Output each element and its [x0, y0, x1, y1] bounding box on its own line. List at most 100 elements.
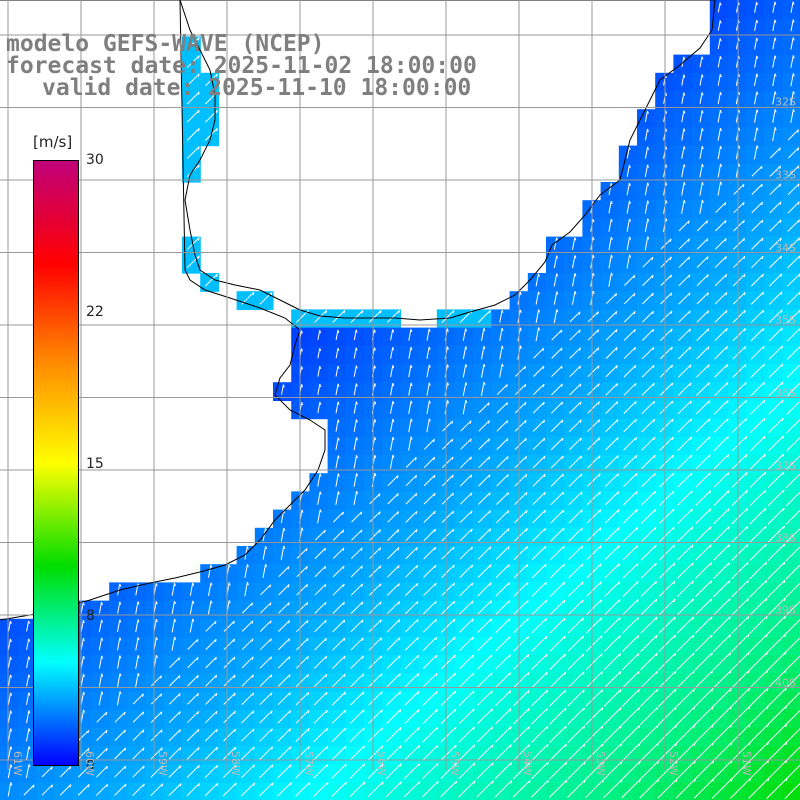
wind-arrow — [277, 638, 291, 651]
wind-arrow-head — [599, 491, 601, 495]
wind-arrow-head — [410, 400, 413, 404]
wind-arrow-head — [693, 688, 695, 692]
wind-arrow — [750, 273, 764, 287]
wind-arrow-head — [361, 619, 364, 623]
wind-arrow-head — [665, 146, 668, 150]
wind-arrow-head — [756, 109, 759, 113]
wind-arrow — [551, 383, 563, 396]
wind-arrow — [676, 724, 696, 744]
wind-arrow — [296, 565, 308, 578]
wind-arrow — [695, 400, 710, 415]
wind-arrow-head — [762, 327, 765, 332]
wind-arrow-head — [601, 689, 603, 693]
wind-arrow-head — [527, 690, 530, 694]
wind-arrow-head — [489, 528, 492, 532]
wind-arrow-head — [155, 654, 158, 659]
wind-arrow — [114, 783, 127, 796]
wind-arrow-head — [10, 692, 12, 696]
wind-arrow — [768, 399, 784, 415]
wind-arrow — [786, 400, 800, 415]
wind-arrow-head — [779, 201, 782, 205]
wind-arrow — [135, 619, 139, 633]
wind-arrow-head — [507, 474, 509, 478]
wind-arrow — [626, 218, 630, 232]
wind-arrow — [368, 619, 382, 633]
wind-arrow — [535, 273, 539, 287]
wind-arrow — [732, 417, 747, 433]
wind-arrow-head — [524, 384, 527, 388]
wind-arrow — [586, 527, 602, 542]
wind-arrow — [132, 711, 144, 723]
wind-arrow-head — [738, 91, 741, 95]
wind-arrow-head — [469, 438, 472, 442]
wind-arrow-head — [746, 526, 749, 530]
wind-arrow — [350, 547, 363, 560]
wind-arrow — [621, 706, 640, 726]
wind-arrow-head — [416, 601, 419, 605]
wind-arrow — [459, 636, 474, 652]
wind-arrow — [733, 183, 745, 195]
wind-arrow-head — [730, 724, 732, 728]
wind-arrow — [331, 763, 347, 779]
wind-arrow — [784, 764, 800, 781]
wind-arrow — [369, 493, 381, 505]
wind-arrow — [426, 418, 430, 433]
wind-arrow-head — [197, 55, 200, 59]
wind-arrow — [657, 706, 677, 726]
wind-arrow — [766, 705, 787, 726]
wind-arrow-head — [28, 638, 31, 642]
wind-arrow — [790, 73, 794, 87]
wind-arrow-head — [253, 764, 255, 768]
wind-arrow-head — [490, 618, 492, 622]
wind-arrow — [787, 255, 800, 269]
wind-arrow-head — [124, 747, 127, 752]
wind-arrow — [696, 328, 710, 342]
wind-arrow-head — [344, 691, 346, 696]
wind-arrow-head — [653, 418, 656, 423]
wind-arrow-head — [690, 472, 693, 476]
wind-arrow-head — [725, 310, 728, 314]
wind-arrow — [494, 708, 512, 725]
wind-arrow-head — [410, 436, 413, 440]
wind-arrow-head — [711, 706, 714, 710]
wind-arrow-head — [392, 383, 395, 387]
wind-arrow — [772, 37, 776, 50]
wind-arrow-head — [617, 455, 619, 459]
wind-arrow-head — [325, 710, 328, 714]
wind-arrow — [314, 529, 326, 541]
wind-arrow — [750, 345, 765, 360]
wind-arrow-head — [252, 674, 254, 678]
wind-arrow — [295, 763, 310, 779]
wind-arrow — [349, 763, 365, 779]
wind-arrow-head — [727, 472, 730, 476]
wind-arrow-head — [701, 199, 704, 203]
wind-arrow — [693, 760, 714, 781]
wind-arrow — [405, 492, 418, 505]
lat-label: 37S — [775, 459, 796, 473]
wind-arrow — [732, 273, 746, 287]
wind-arrow-head — [524, 402, 527, 406]
wind-arrow — [459, 528, 473, 542]
wind-arrow-head — [197, 128, 200, 132]
lon-label: 57W — [302, 751, 315, 776]
wind-arrow-head — [465, 346, 468, 350]
wind-arrow — [241, 620, 254, 632]
wind-arrow-head — [509, 726, 512, 730]
wind-arrow — [585, 653, 603, 670]
wind-arrow — [695, 508, 712, 525]
wind-arrow-head — [719, 20, 722, 24]
wind-arrow-head — [600, 617, 603, 621]
wind-arrow-head — [325, 674, 328, 678]
wind-arrow-head — [337, 473, 340, 477]
wind-arrow — [786, 455, 800, 470]
wind-arrow-head — [598, 419, 601, 423]
wind-arrow-head — [9, 638, 12, 643]
wind-arrow-head — [271, 728, 273, 732]
wind-arrow — [387, 547, 400, 560]
wind-arrow — [772, 109, 776, 123]
wind-arrow-head — [629, 236, 631, 240]
wind-arrow — [335, 383, 339, 396]
wind-arrow — [587, 329, 599, 341]
wind-arrow-head — [124, 729, 126, 734]
wind-arrow — [531, 599, 547, 615]
